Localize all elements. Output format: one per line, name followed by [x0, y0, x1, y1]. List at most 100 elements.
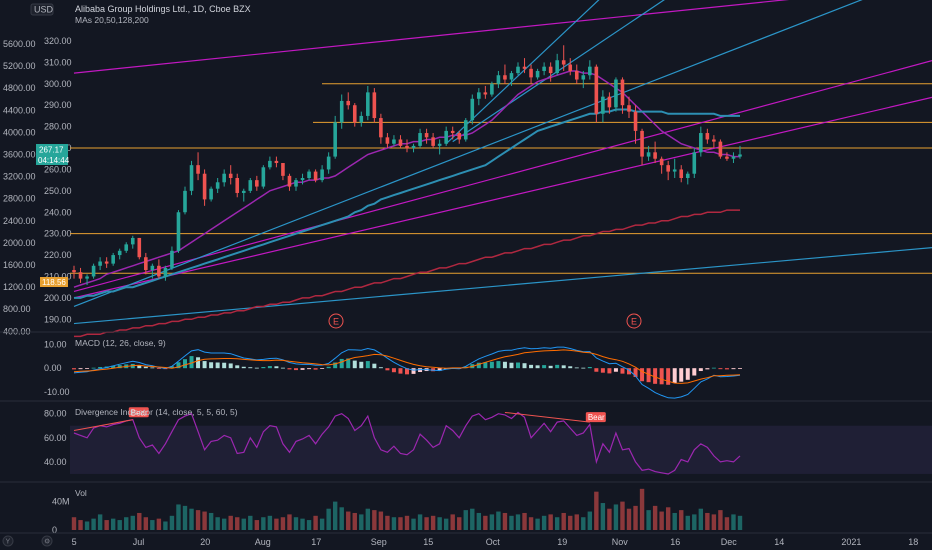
candle-body[interactable] [372, 92, 377, 119]
candle-body[interactable] [248, 180, 253, 191]
candle-body[interactable] [411, 145, 416, 149]
candle-body[interactable] [215, 182, 220, 189]
candle-body[interactable] [496, 75, 501, 84]
macd-line[interactable] [73, 346, 741, 399]
candle-body[interactable] [483, 92, 488, 95]
candle-body[interactable] [490, 83, 494, 95]
candle-body[interactable] [176, 212, 181, 251]
volume-title[interactable]: Vol [75, 488, 87, 498]
candle-body[interactable] [144, 257, 148, 271]
candle-body[interactable] [620, 79, 625, 106]
candle-body[interactable] [150, 265, 155, 271]
candle-body[interactable] [339, 100, 344, 123]
candle-body[interactable] [516, 66, 520, 74]
candle-body[interactable] [300, 178, 305, 181]
candle-body[interactable] [568, 64, 573, 71]
candle-body[interactable] [640, 130, 644, 157]
candle-body[interactable] [581, 75, 586, 80]
divergence-line[interactable] [73, 411, 741, 475]
candle-body[interactable] [738, 154, 742, 157]
candle-body[interactable] [352, 105, 357, 123]
timezone-button[interactable] [2, 535, 14, 547]
candle-body[interactable] [307, 171, 311, 178]
candle-body[interactable] [614, 79, 618, 108]
candle-body[interactable] [333, 122, 337, 157]
candle-body[interactable] [313, 171, 318, 181]
candle-body[interactable] [542, 66, 546, 71]
currency-badge[interactable] [30, 3, 54, 16]
candle-body[interactable] [522, 66, 527, 69]
candle-body[interactable] [130, 237, 135, 245]
candle-body[interactable] [170, 250, 174, 268]
candle-body[interactable] [503, 75, 507, 80]
earnings-marker-2[interactable]: E [626, 313, 642, 329]
candle-body[interactable] [601, 96, 605, 114]
candle-body[interactable] [392, 139, 396, 144]
volume-pane[interactable]: 40M 0 [52, 488, 743, 535]
settings-button[interactable] [41, 535, 53, 547]
candle-body[interactable] [561, 60, 566, 65]
macd-pane[interactable]: 10.00 0.00 -10.00 [44, 339, 742, 399]
candle-body[interactable] [228, 173, 233, 178]
candle-body[interactable] [477, 92, 481, 99]
candle-body[interactable] [72, 270, 76, 273]
macd-title[interactable]: MACD (12, 26, close, 9) [75, 338, 166, 348]
candle-body[interactable] [111, 255, 115, 264]
candle-body[interactable] [359, 115, 364, 123]
upper-channel-trendline[interactable] [73, 0, 932, 74]
trendline-blue-shallow[interactable] [73, 247, 932, 325]
candle-body[interactable] [712, 139, 716, 142]
candle-body[interactable] [235, 178, 240, 193]
candle-body[interactable] [326, 156, 331, 170]
candle-body[interactable] [588, 66, 592, 76]
candle-body[interactable] [405, 145, 409, 149]
candle-body[interactable] [548, 66, 553, 74]
candle-body[interactable] [320, 169, 324, 181]
candle-body[interactable] [209, 188, 213, 200]
candle-body[interactable] [202, 173, 207, 200]
candle-body[interactable] [679, 169, 684, 178]
candle-body[interactable] [731, 156, 736, 159]
candle-body[interactable] [346, 100, 351, 106]
candle-body[interactable] [666, 165, 670, 172]
candle-body[interactable] [398, 139, 403, 146]
candle-body[interactable] [607, 96, 612, 108]
trendline-blue-short[interactable] [452, 0, 932, 143]
candle-body[interactable] [91, 265, 96, 277]
earnings-marker-1[interactable]: E [328, 313, 344, 329]
candle-body[interactable] [633, 111, 638, 131]
candle-body[interactable] [157, 265, 161, 277]
candle-body[interactable] [555, 60, 559, 74]
candle-body[interactable] [672, 169, 677, 172]
candle-body[interactable] [163, 267, 168, 277]
moving-average-ma200[interactable] [74, 209, 740, 338]
candle-body[interactable] [574, 70, 579, 80]
candle-body[interactable] [450, 130, 455, 134]
candle-body[interactable] [653, 152, 657, 159]
symbol-title[interactable]: Alibaba Group Holdings Ltd., 1D, Cboe BZ… [75, 4, 251, 14]
candle-body[interactable] [183, 190, 187, 213]
candle-body[interactable] [255, 180, 259, 187]
candle-body[interactable] [274, 160, 279, 164]
ma-legend[interactable]: MAs 20,50,128,200 [75, 15, 149, 25]
candle-body[interactable] [470, 98, 475, 121]
candle-body[interactable] [98, 261, 102, 266]
candle-body[interactable] [705, 133, 710, 140]
candle-body[interactable] [104, 261, 109, 264]
candle-body[interactable] [431, 137, 435, 146]
candle-body[interactable] [287, 175, 292, 187]
left-scale-area[interactable] [0, 0, 70, 533]
candle-body[interactable] [685, 173, 690, 178]
candle-body[interactable] [692, 152, 697, 174]
candle-body[interactable] [718, 141, 723, 157]
divergence-pane[interactable]: 80.00 60.00 40.00 Bear Bear [44, 407, 932, 475]
candle-body[interactable] [444, 130, 448, 144]
candle-body[interactable] [457, 133, 462, 140]
divergence-title[interactable]: Divergence Indicator (14, close, 5, 5, 6… [75, 407, 238, 417]
candle-body[interactable] [124, 244, 129, 251]
candle-body[interactable] [424, 133, 429, 138]
candle-body[interactable] [418, 133, 422, 146]
candle-body[interactable] [627, 105, 631, 112]
candle-body[interactable] [78, 272, 83, 279]
candle-body[interactable] [725, 156, 729, 159]
